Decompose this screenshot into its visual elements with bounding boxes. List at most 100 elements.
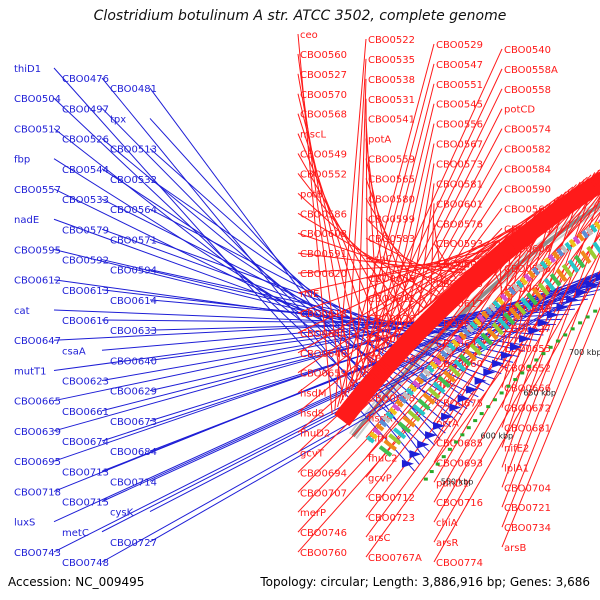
label-leader [433, 270, 600, 563]
gc-marker [506, 384, 511, 388]
gene-label-forward: CBO0704 [504, 483, 551, 494]
gene-label-forward: CBO0659 [300, 369, 347, 380]
gene-category-block [369, 431, 379, 440]
gc-marker [435, 462, 440, 466]
gene-category-block [388, 433, 402, 446]
forward-gene-arrow [339, 404, 357, 420]
forward-gene-arrow [500, 240, 516, 259]
forward-gene-arrow [517, 227, 533, 245]
gene-label-forward: hsdS [300, 409, 324, 420]
forward-gene-arrow [391, 343, 409, 360]
forward-gene-arrow [409, 323, 427, 341]
gene-category-block [555, 268, 568, 282]
gene-category-block [429, 361, 439, 370]
gene-label-reverse: CBO0476 [62, 74, 109, 85]
forward-gene-arrow [469, 266, 486, 284]
label-leader [297, 249, 490, 294]
gene-category-block [465, 324, 475, 334]
forward-gene-arrow [449, 284, 466, 302]
label-leader [149, 118, 441, 440]
label-leader [297, 252, 463, 274]
gene-category-block [433, 357, 442, 366]
label-leader [297, 216, 531, 354]
gene-label-forward: pdhD1 [436, 478, 469, 489]
forward-gene-arrow [375, 361, 393, 378]
label-leader [356, 78, 367, 384]
gene-label-forward: CBO0638 [368, 334, 415, 345]
gene-category-block [586, 245, 598, 260]
gene-label-forward: arsB [504, 543, 526, 554]
gene-label-reverse: CBO0616 [62, 316, 109, 327]
gene-category-block [473, 317, 482, 326]
gene-label-forward: CBO0707 [300, 488, 347, 499]
label-leader [501, 225, 600, 488]
label-leader [396, 148, 503, 338]
gene-label-forward: CBO0569 [504, 204, 551, 215]
gene-label-reverse: CBO0612 [14, 276, 61, 287]
forward-gene-arrow [371, 365, 389, 382]
gene-category-block [535, 263, 544, 273]
gene-label-forward: CBO0531 [368, 95, 415, 106]
gene-category-block [519, 276, 528, 286]
gene-label-forward: CBO0723 [368, 513, 415, 524]
gene-category-block [552, 251, 561, 260]
gene-label-forward: CBO0529 [436, 40, 483, 51]
gene-category-block [515, 279, 524, 289]
gene-category-block [503, 289, 513, 299]
gene-label-reverse: CBO0714 [110, 477, 157, 488]
gene-category-block [543, 257, 552, 267]
gene-category-block [480, 332, 494, 346]
gene-category-block [375, 423, 385, 432]
forward-gene-arrow [485, 252, 502, 270]
forward-gene-arrow [443, 289, 461, 307]
forward-gene-arrow [569, 189, 584, 208]
forward-gene-arrow [549, 203, 565, 222]
forward-gene-arrow [361, 377, 379, 394]
gene-label-reverse: CBO0718 [14, 487, 61, 498]
gene-label-forward: CBO0570 [300, 90, 347, 101]
gene-label-forward: CBO0567 [436, 140, 483, 151]
reverse-gene-arrow [449, 403, 462, 412]
gc-marker [513, 378, 518, 382]
reverse-gene-arrow [474, 376, 487, 385]
forward-gene-arrow [369, 367, 388, 384]
gene-category-block [556, 247, 565, 257]
gene-label-reverse: CBO0748 [62, 558, 109, 569]
forward-gene-arrow [562, 193, 577, 213]
forward-gene-arrow [571, 187, 586, 207]
forward-gene-arrow [553, 200, 569, 219]
gene-label-forward: chiA [436, 518, 458, 529]
reverse-gene-arrow [457, 394, 470, 403]
forward-gene-arrow [477, 259, 494, 277]
gene-label-reverse: CBO0532 [110, 175, 157, 186]
gene-category-block [492, 300, 501, 309]
gene-category-block [581, 229, 590, 239]
gene-label-forward: CBO0608 [300, 229, 347, 240]
gene-category-block [537, 282, 550, 296]
reverse-gene-arrow [556, 303, 569, 312]
forward-gene-arrow [430, 302, 447, 320]
gene-label-forward: CBO0547 [436, 60, 483, 71]
forward-gene-arrow [536, 212, 552, 231]
label-leader [350, 68, 503, 391]
forward-gene-arrow [416, 316, 434, 333]
gene-label-forward: CBO0574 [504, 125, 551, 136]
gene-category-block [514, 301, 527, 316]
gene-category-block [531, 287, 544, 301]
reverse-gene-arrow [528, 326, 541, 335]
forward-gene-arrow [368, 369, 386, 386]
gene-label-forward: CBO0668 [368, 394, 415, 405]
label-leader [365, 181, 600, 478]
gc-marker [486, 405, 491, 409]
gene-label-forward: fhuC2 [368, 453, 398, 464]
forward-gene-arrow [357, 381, 376, 398]
label-leader [358, 83, 435, 380]
gene-label-reverse: mutT1 [14, 366, 46, 377]
gene-category-block [397, 421, 412, 434]
gene-category-block [366, 435, 375, 444]
gene-category-block [573, 254, 586, 269]
forward-gene-arrow [402, 331, 419, 348]
gene-category-block [496, 296, 505, 306]
label-leader [101, 168, 468, 410]
gene-label-forward: CBO0716 [436, 498, 483, 509]
